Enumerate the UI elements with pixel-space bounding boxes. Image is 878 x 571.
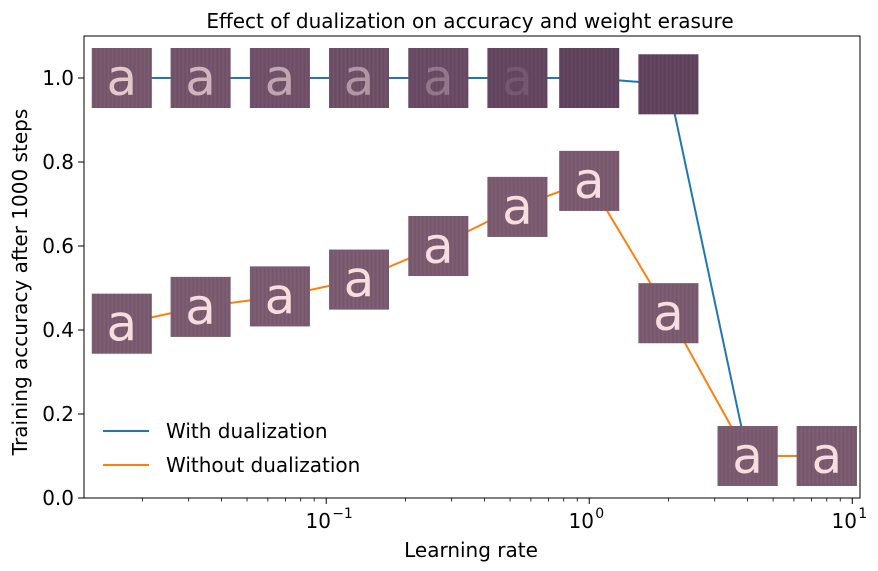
thumbnail-noise — [91, 48, 152, 108]
thumbnail-glyph: a — [653, 284, 684, 342]
x-axis-label: Learning rate — [404, 538, 538, 562]
plot-background — [84, 36, 860, 498]
x-tick-exponent: 1 — [858, 506, 867, 522]
thumbnail-without-9: a — [796, 426, 857, 486]
plot-area — [84, 36, 860, 498]
thumbnail-with-6 — [559, 48, 620, 108]
thumbnail-noise — [638, 283, 699, 344]
thumbnail-noise — [559, 150, 620, 211]
thumbnail-glyph: a — [344, 49, 375, 107]
y-tick-label: 0.0 — [42, 486, 74, 510]
legend-label: Without dualization — [166, 453, 360, 477]
thumbnail-with-3: a — [329, 48, 389, 108]
thumbnail-glyph: a — [265, 267, 296, 325]
legend-label: With dualization — [166, 419, 328, 443]
thumbnail-without-4: a — [408, 216, 469, 276]
thumbnail-noise — [91, 293, 152, 354]
thumbnail-noise — [487, 48, 548, 108]
thumbnail-noise — [796, 426, 857, 486]
thumbnail-noise — [638, 54, 699, 115]
y-tick-label: 0.6 — [42, 234, 74, 258]
thumbnail-layer: a a a a a aa a a aaa aaa a — [91, 48, 857, 486]
thumbnail-noise — [329, 249, 389, 310]
thumbnail-noise — [249, 48, 310, 108]
thumbnail-glyph: a — [106, 49, 137, 107]
thumbnail-glyph: a — [344, 251, 375, 309]
thumbnail-noise — [408, 48, 469, 108]
thumbnail-without-8: a — [717, 426, 778, 486]
thumbnail-without-6: a — [559, 150, 620, 211]
thumbnail-without-0: a — [91, 293, 152, 354]
thumbnail-glyph: a — [185, 278, 216, 336]
y-axis-label: Training accuracy after 1000 steps — [8, 109, 32, 456]
thumbnail-with-4: a — [408, 48, 469, 108]
thumbnail-glyph: a — [732, 427, 763, 485]
thumbnail-noise — [717, 426, 778, 486]
thumbnail-glyph: a — [574, 152, 605, 210]
thumbnail-noise — [487, 176, 548, 237]
x-tick-label: 10 — [569, 509, 594, 533]
thumbnail-with-7 — [638, 54, 699, 115]
y-tick-label: 0.4 — [42, 318, 74, 342]
chart-title: Effect of dualization on accuracy and we… — [206, 9, 733, 33]
series-line-with-dualization — [121, 77, 827, 457]
thumbnail-without-3: a — [329, 249, 389, 310]
axes-frame — [83, 35, 861, 499]
thumbnail-with-0: a — [91, 48, 152, 108]
thumbnail-with-1: a — [170, 48, 231, 108]
x-tick-label: 10 — [832, 509, 857, 533]
x-tick-label: 10 — [305, 509, 330, 533]
thumbnail-with-2: a — [249, 48, 310, 108]
thumbnail-without-1: a — [170, 276, 231, 337]
thumbnail-with-5: a — [487, 48, 548, 108]
series-line-without-dualization — [121, 179, 827, 457]
thumbnail-noise — [170, 276, 231, 337]
y-tick-label: 0.8 — [42, 150, 74, 174]
thumbnail-glyph: a — [106, 295, 137, 353]
thumbnail-noise — [329, 48, 389, 108]
thumbnail-without-7: a — [638, 283, 699, 344]
axes-layer: 0.00.20.40.60.81.010 −1 10 0 10 1 — [42, 35, 867, 533]
y-tick-label: 1.0 — [42, 66, 74, 90]
series-layer — [121, 77, 827, 457]
thumbnail-glyph: a — [423, 49, 454, 107]
thumbnail-glyph: a — [265, 49, 296, 107]
thumbnail-glyph: a — [185, 49, 216, 107]
thumbnail-without-5: a — [487, 176, 548, 237]
thumbnail-glyph: a — [502, 49, 533, 107]
thumbnail-without-2: a — [249, 266, 310, 327]
thumbnail-glyph: a — [811, 427, 842, 485]
y-tick-label: 0.2 — [42, 402, 74, 426]
thumbnail-noise — [170, 48, 231, 108]
thumbnail-noise — [559, 48, 620, 108]
thumbnail-noise — [249, 266, 310, 327]
legend: With dualization Without dualization — [103, 419, 360, 477]
thumbnail-glyph: a — [502, 178, 533, 236]
thumbnail-glyph: a — [423, 217, 454, 275]
x-tick-exponent: 0 — [595, 506, 604, 522]
thumbnail-noise — [408, 216, 469, 276]
x-tick-exponent: −1 — [332, 506, 353, 522]
